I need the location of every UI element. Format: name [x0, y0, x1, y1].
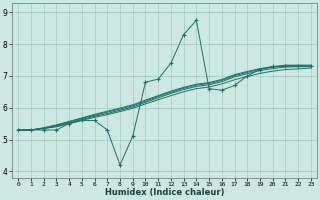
X-axis label: Humidex (Indice chaleur): Humidex (Indice chaleur) — [105, 188, 224, 197]
